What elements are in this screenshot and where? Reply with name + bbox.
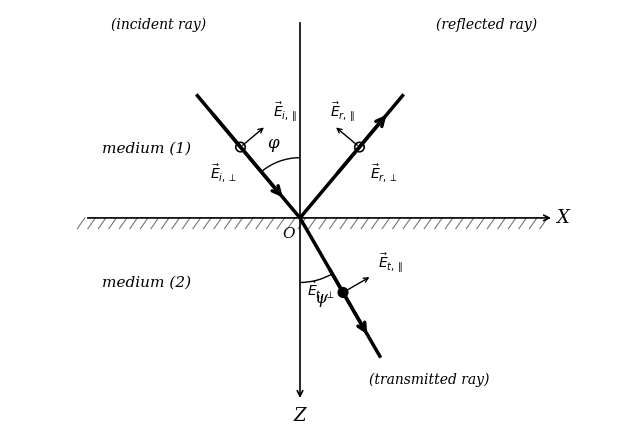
Text: $\vec{E}_{i,\perp}$: $\vec{E}_{i,\perp}$ bbox=[210, 162, 237, 184]
Text: (transmitted ray): (transmitted ray) bbox=[369, 373, 489, 387]
Text: ψ: ψ bbox=[315, 290, 328, 308]
Text: (incident ray): (incident ray) bbox=[111, 18, 206, 32]
Text: (reflected ray): (reflected ray) bbox=[435, 18, 537, 32]
Text: Z: Z bbox=[294, 407, 306, 425]
Text: φ: φ bbox=[267, 135, 278, 151]
Text: medium (2): medium (2) bbox=[102, 275, 191, 290]
Text: X: X bbox=[556, 209, 569, 227]
Text: $\vec{E}_{r,\parallel}$: $\vec{E}_{r,\parallel}$ bbox=[330, 100, 355, 124]
Text: O: O bbox=[282, 227, 294, 241]
Circle shape bbox=[338, 288, 348, 297]
Text: medium (1): medium (1) bbox=[102, 142, 191, 156]
Text: $\vec{E}_{i,\parallel}$: $\vec{E}_{i,\parallel}$ bbox=[273, 100, 296, 124]
Text: $\vec{E}_{r,\perp}$: $\vec{E}_{r,\perp}$ bbox=[370, 162, 398, 184]
Text: $\vec{E}_{t,\parallel}$: $\vec{E}_{t,\parallel}$ bbox=[378, 251, 403, 274]
Text: $\vec{E}_{t,\perp}$: $\vec{E}_{t,\perp}$ bbox=[307, 279, 334, 301]
